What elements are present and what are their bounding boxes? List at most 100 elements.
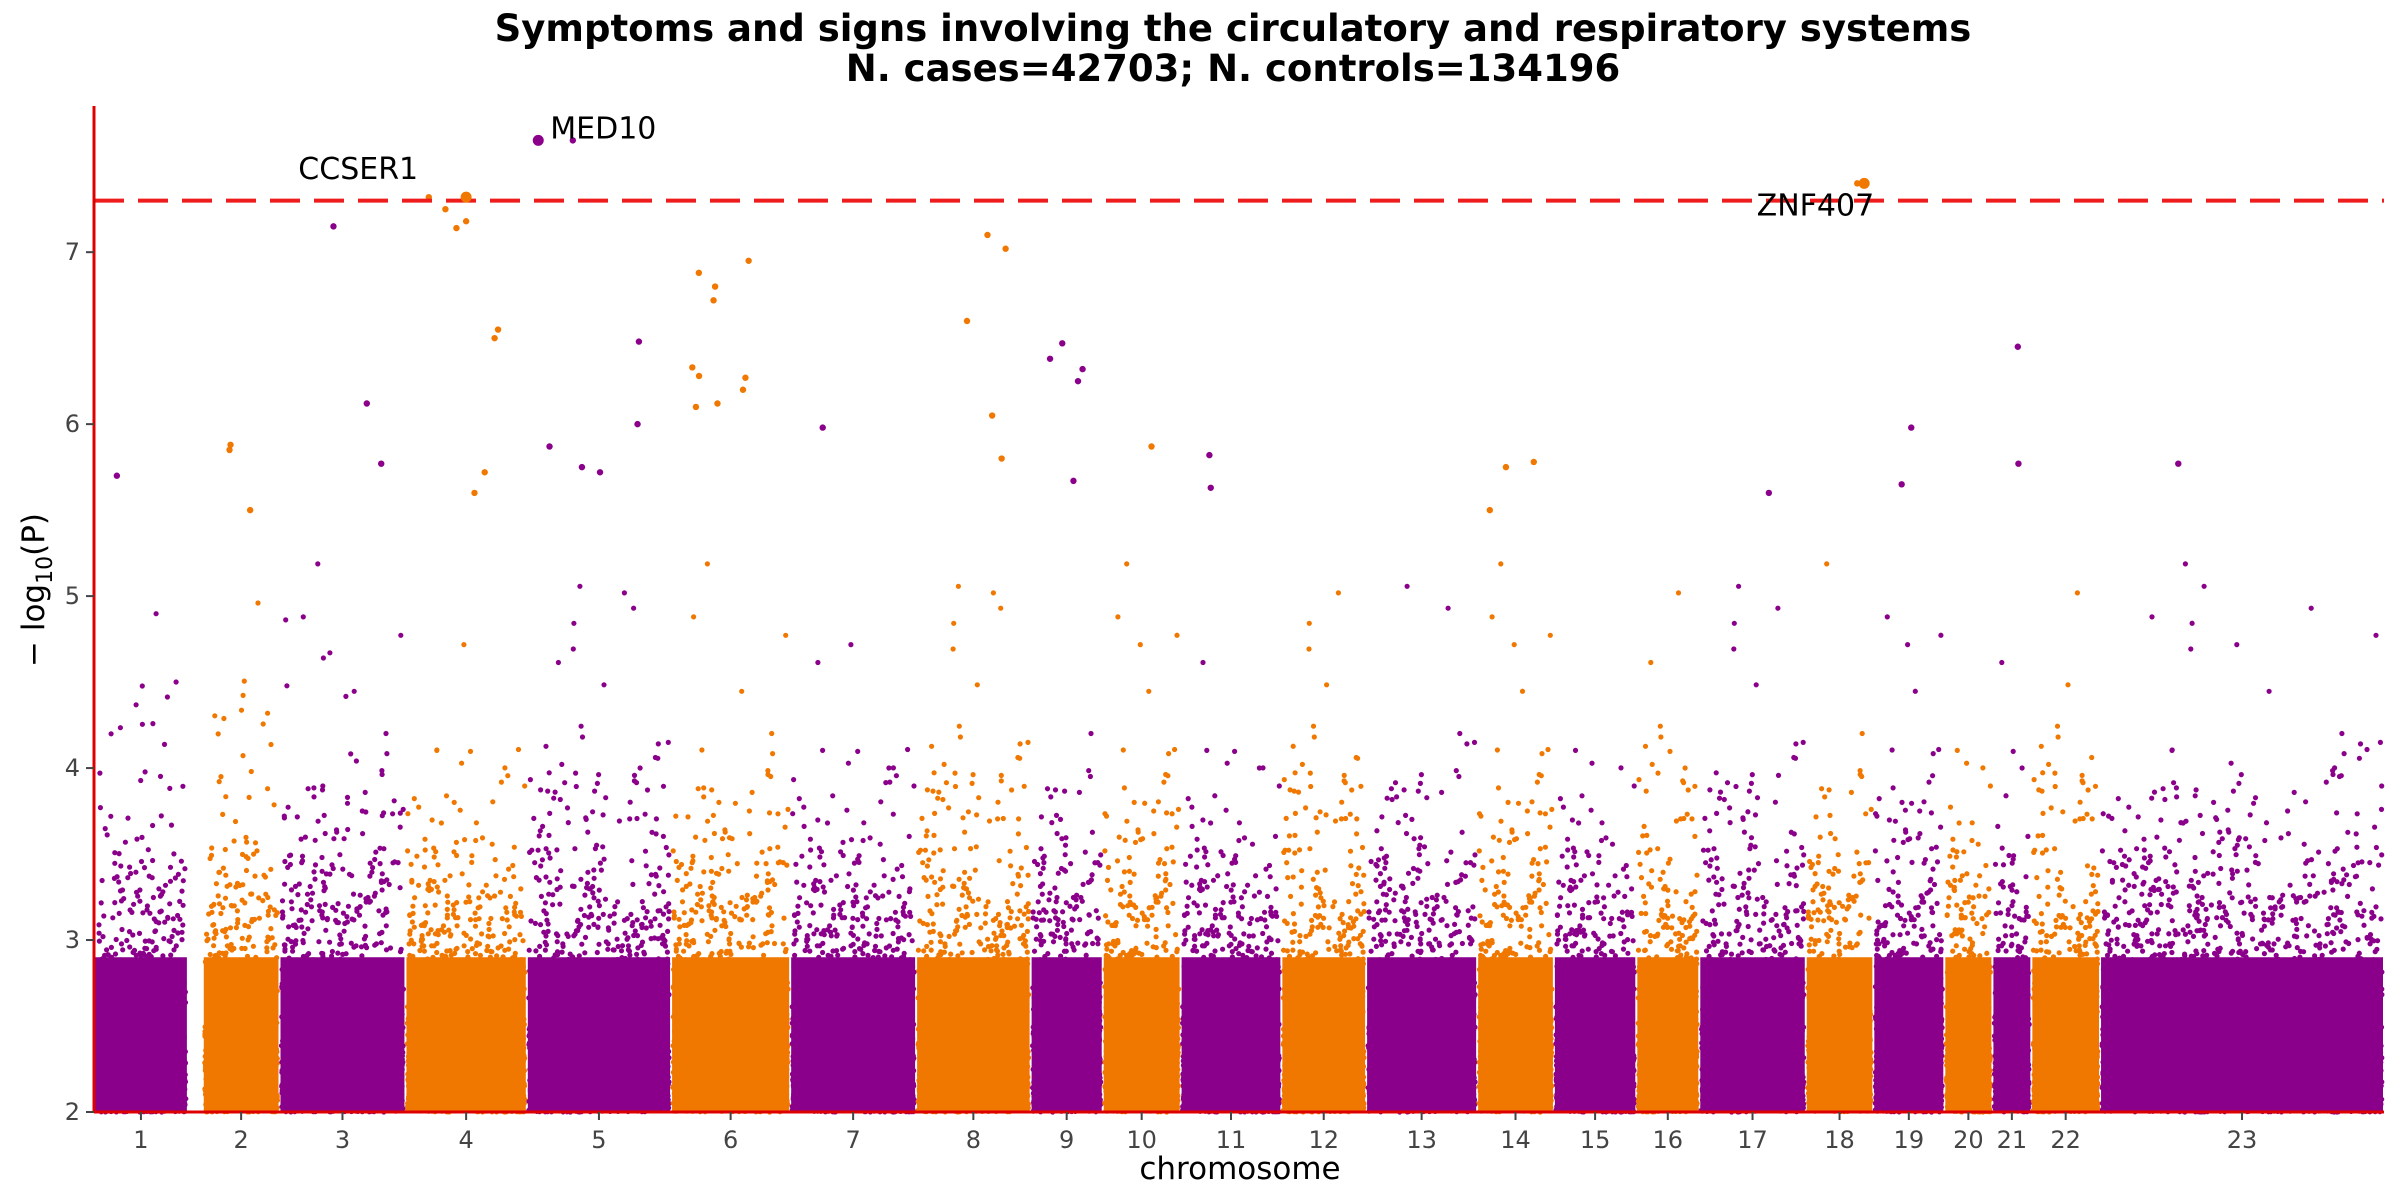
x-tick-label: 4	[458, 1126, 473, 1154]
chromosome-8-points	[915, 583, 1032, 1115]
chromosome-19-points	[1872, 614, 1945, 1115]
top-hit-point	[1148, 443, 1155, 450]
chromosome-21-points	[1991, 659, 2032, 1115]
top-hit-point	[363, 400, 371, 407]
annotated-point	[1858, 177, 1870, 189]
x-tick-label: 15	[1580, 1126, 1611, 1154]
x-tick-label: 5	[591, 1126, 606, 1154]
chart-title-line-2: N. cases=42703; N. controls=134196	[846, 47, 1620, 90]
top-hit-point	[635, 338, 643, 345]
x-tick-label: 12	[1308, 1126, 1339, 1154]
top-hit-point	[330, 223, 337, 230]
top-hit-point	[1079, 365, 1086, 373]
top-hit-point	[227, 441, 234, 448]
gene-annotations: MED10 CCSER1 ZNF407	[298, 111, 1874, 223]
top-hit-point	[714, 400, 721, 407]
top-hit-point	[453, 224, 460, 232]
x-axis-title: chromosome	[1139, 1151, 1340, 1187]
top-hit-point	[596, 469, 604, 476]
chromosome-11-points	[1180, 659, 1282, 1115]
chromosome-22-points	[2030, 590, 2101, 1115]
y-axis-title-tail: (P)	[16, 513, 52, 556]
y-tick-label: 7	[65, 238, 80, 266]
top-hit-point	[378, 460, 385, 467]
chart-title-line-1: Symptoms and signs involving the circula…	[495, 7, 1972, 50]
chromosome-12-points	[1280, 590, 1367, 1115]
x-axis-ticks: 1 2 3 4 5 6 7 8 9 10 11 12 13 14 15 16 17 18 19 20 21 22 23	[133, 1112, 2257, 1154]
top-hit-point	[695, 372, 703, 380]
top-hit-point	[1074, 377, 1082, 385]
y-tick-label: 3	[65, 926, 80, 954]
top-hit-point	[1207, 484, 1214, 491]
top-hit-point	[1206, 451, 1213, 459]
top-hit-point	[695, 269, 703, 277]
top-hit-point	[1765, 489, 1773, 497]
chromosome-5-points	[526, 583, 672, 1115]
top-hit-point	[963, 317, 971, 325]
chart-title: Symptoms and signs involving the circula…	[495, 7, 1972, 90]
x-tick-label: 23	[2227, 1126, 2258, 1154]
chromosome-23-points	[2099, 561, 2385, 1115]
chromosome-7-points	[789, 641, 917, 1115]
top-hit-point	[998, 455, 1005, 462]
top-hit-point	[491, 334, 498, 342]
chromosome-10-points	[1102, 561, 1182, 1115]
y-axis-title-subscript: 10	[33, 556, 58, 584]
y-axis-ticks: 2 3 4 5 6 7	[65, 238, 94, 1126]
x-tick-label: 11	[1216, 1126, 1247, 1154]
top-hit-point	[1002, 245, 1009, 252]
top-hit-point	[1898, 481, 1905, 488]
top-hit-point	[2014, 343, 2022, 350]
y-tick-label: 5	[65, 582, 80, 610]
top-hit-point	[113, 472, 121, 479]
chromosome-3-points	[278, 561, 406, 1115]
top-hit-point	[1046, 355, 1054, 362]
annotated-point	[532, 134, 544, 146]
x-tick-label: 14	[1500, 1126, 1531, 1154]
x-tick-label: 6	[723, 1126, 738, 1154]
gene-label: ZNF407	[1757, 188, 1875, 223]
top-hit-point	[1530, 458, 1537, 466]
chromosome-16-points	[1635, 590, 1700, 1115]
top-hit-point	[2175, 460, 2182, 467]
top-hit-point	[1070, 477, 1077, 485]
top-hit-point	[634, 420, 641, 428]
top-hit-point	[471, 489, 478, 497]
top-hit-point	[819, 424, 826, 431]
chromosome-13-points	[1365, 583, 1478, 1115]
top-hit-point	[226, 446, 233, 454]
top-hit-point	[1502, 463, 1510, 471]
x-tick-label: 17	[1737, 1126, 1768, 1154]
x-tick-label: 1	[133, 1126, 148, 1154]
top-hit-point	[1486, 506, 1494, 514]
x-tick-label: 2	[233, 1126, 248, 1154]
top-hit-point	[481, 469, 488, 476]
top-hit-point	[1854, 180, 1861, 187]
top-hit-point	[742, 374, 749, 381]
top-hit-points	[113, 137, 2182, 514]
x-tick-label: 22	[2050, 1126, 2081, 1154]
chromosome-9-points	[1030, 730, 1104, 1115]
top-hit-point	[569, 137, 577, 144]
top-hit-point	[988, 412, 996, 419]
top-hit-point	[546, 443, 553, 450]
y-tick-label: 2	[65, 1098, 80, 1126]
chromosome-4-points	[404, 641, 528, 1115]
data-points	[93, 561, 2385, 1115]
chromosome-20-points	[1943, 747, 1994, 1115]
x-tick-label: 8	[966, 1126, 981, 1154]
x-tick-label: 20	[1953, 1126, 1984, 1154]
top-hit-point	[494, 326, 502, 333]
top-hit-point	[689, 364, 696, 371]
top-hit-point	[710, 297, 717, 304]
x-tick-label: 9	[1059, 1126, 1074, 1154]
axes	[92, 106, 2384, 1114]
top-hit-point	[692, 403, 700, 411]
top-hit-point	[984, 231, 991, 239]
chromosome-15-points	[1553, 747, 1637, 1115]
chromosome-2-points	[202, 600, 281, 1115]
top-hit-point	[739, 386, 747, 393]
top-hit-point	[578, 463, 586, 471]
top-hit-point	[711, 283, 719, 290]
